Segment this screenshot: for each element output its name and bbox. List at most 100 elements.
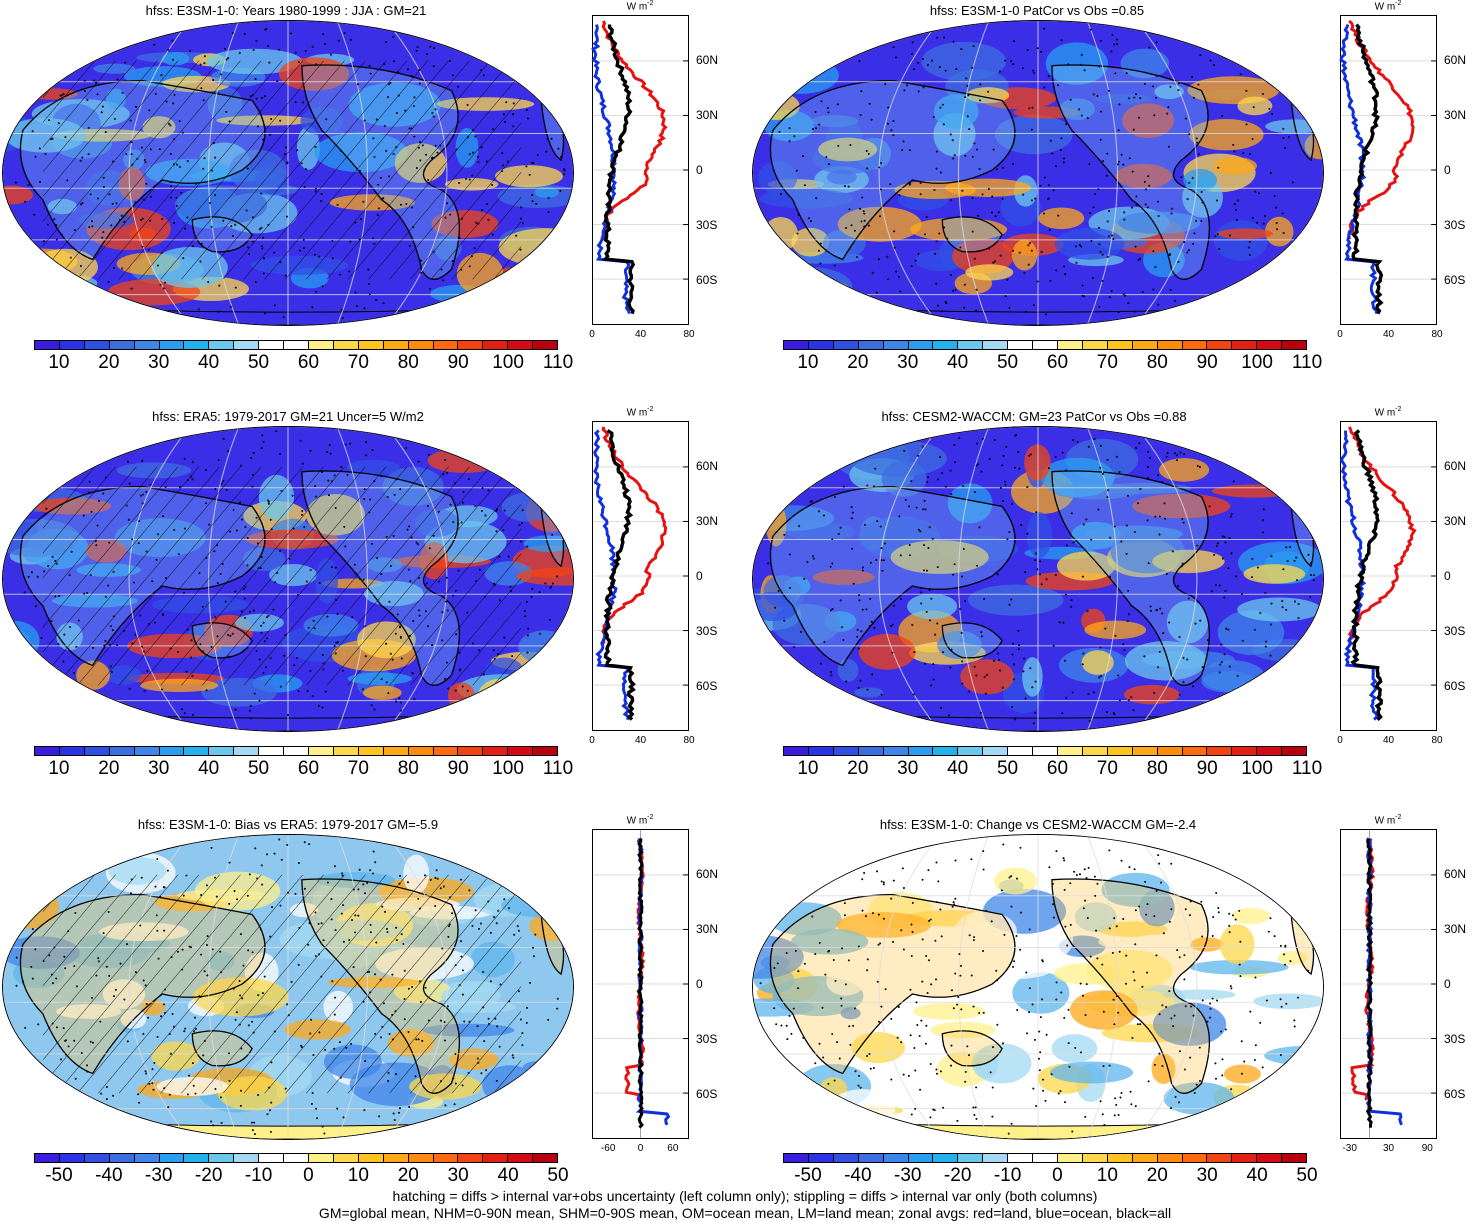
lat-label: 30S [1444,1031,1466,1046]
colorbar-segment [159,747,185,755]
zonal-x-label: 0 [1337,735,1343,746]
colorbar-segment [808,747,834,755]
colorbar-row1-right [783,340,1307,350]
colorbar-label: 50 [996,758,1019,779]
map-p2 [752,20,1324,326]
colorbar-segment [134,747,160,755]
zonal-units-p6: W m-2 [1374,814,1402,827]
colorbar-label: 30 [148,352,170,373]
colorbar-segment [308,747,334,755]
colorbar-segment [209,341,235,349]
colorbar-segment [784,747,809,755]
colorbar-label: 40 [497,1165,519,1186]
colorbar-label: 110 [542,758,574,779]
colorbar-label: 80 [1146,352,1168,373]
colorbar-label: 110 [1291,352,1323,373]
colorbar-segment [1082,341,1108,349]
colorbar-segment [1057,341,1083,349]
colorbar-segment [134,341,160,349]
colorbar-segment [1107,1154,1133,1162]
colorbar-segment [1157,341,1183,349]
map-field-p1 [3,21,573,325]
colorbar-segment [134,1154,160,1162]
colorbar-segment [1082,1154,1108,1162]
lat-label: 30S [696,217,718,232]
zonal-p1 [591,15,689,325]
colorbar-segment [234,341,260,349]
colorbar-segment [483,341,509,349]
colorbar-segment [333,1154,359,1162]
zonal-units-p4: W m-2 [1374,406,1402,419]
colorbar-segment [358,341,384,349]
zonal-units-p3: W m-2 [626,406,654,419]
colorbar-label: 60 [1046,352,1069,373]
colorbar-segment [833,341,859,349]
zonal-x-label: 0 [637,1143,644,1154]
colorbar-segment [35,1154,60,1162]
zonal-x-label: 80 [683,735,695,746]
colorbar-label: -20 [943,1165,972,1186]
lat-label: 60N [696,867,719,882]
colorbar-segment [1157,747,1183,755]
colorbar-segment [983,747,1009,755]
colorbar-label: 70 [347,758,369,779]
colorbar-segment [908,747,934,755]
colorbar-segment [383,1154,409,1162]
colorbar-segment [1082,747,1108,755]
colorbar-label: 70 [1096,758,1118,779]
colorbar-segment [284,341,309,349]
colorbar-segment [1132,1154,1158,1162]
colorbar-segment [234,747,260,755]
colorbar-segment [1282,747,1307,755]
colorbar-label: 10 [797,352,819,373]
colorbar-segment [234,1154,260,1162]
colorbar-segment [1033,747,1058,755]
colorbar-label: 20 [847,352,869,373]
lat-label: 0 [696,569,703,583]
panel-title-p4: hfss: CESM2-WACCM: GM=23 PatCor vs Obs =… [881,409,1187,424]
zonal-units-p1: W m-2 [626,0,654,13]
zonal-p6 [1340,829,1437,1139]
colorbar-label: 0 [1052,1165,1063,1186]
colorbar-segment [433,747,459,755]
zonal-x-label: 0 [1337,329,1343,340]
colorbar-segment [458,341,484,349]
colorbar-label: 50 [996,352,1019,373]
colorbar-label: 90 [447,352,469,373]
colorbar-segment [1232,1154,1258,1162]
colorbar-label: 110 [1291,758,1323,779]
colorbar-segment [483,747,509,755]
colorbar-segment [833,747,859,755]
colorbar-segment [184,747,210,755]
zonal-units-p5: W m-2 [626,814,654,827]
zonal-x-label: 40 [1382,329,1395,340]
colorbar-row3-left [34,1153,558,1163]
map-p4 [752,426,1324,732]
lat-label: 60S [696,272,718,287]
colorbar-segment [508,747,534,755]
zonal-p4 [1339,421,1437,731]
lat-label: 0 [1444,977,1451,991]
lat-label: 30N [696,922,719,937]
colorbar-segment [858,747,884,755]
colorbar-segment [533,1154,558,1162]
zonal-x-label: 80 [683,329,695,340]
colorbar-label: -40 [95,1165,123,1186]
colorbar-segment [933,341,959,349]
colorbar-segment [333,341,359,349]
colorbar-segment [59,341,85,349]
colorbar-segment [1257,341,1283,349]
zonal-x-label: 40 [634,329,647,340]
colorbar-segment [383,747,409,755]
colorbar-label: 40 [947,758,969,779]
colorbar-segment [1033,1154,1058,1162]
colorbar-segment [933,747,959,755]
colorbar-segment [59,1154,85,1162]
colorbar-segment [308,341,334,349]
colorbar-segment [1232,747,1258,755]
colorbar-segment [808,341,834,349]
colorbar-segment [1207,747,1233,755]
lat-label: 60N [1444,459,1467,474]
lat-label: 60N [696,459,719,474]
colorbar-row3-right [783,1153,1307,1163]
